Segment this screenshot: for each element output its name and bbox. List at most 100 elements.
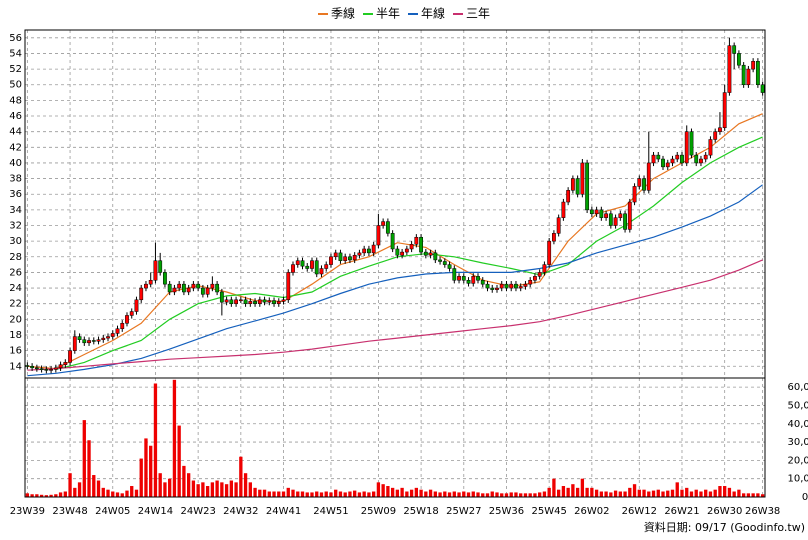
volume-bar xyxy=(272,491,276,497)
volume-bar xyxy=(585,487,589,497)
candle-body xyxy=(243,299,248,304)
candle-body xyxy=(362,248,367,254)
volume-bar xyxy=(547,487,551,497)
volume-bar xyxy=(642,489,646,497)
candle-body xyxy=(163,272,167,285)
volume-bar xyxy=(381,484,385,497)
candle-body xyxy=(566,190,571,203)
volume-bar xyxy=(462,491,466,497)
candle-body xyxy=(77,336,82,340)
volume-tick-label: 20,000 xyxy=(788,455,808,466)
candle-body xyxy=(234,299,239,304)
volume-bar xyxy=(538,492,542,497)
candle-body xyxy=(737,53,741,66)
volume-bar xyxy=(500,493,504,497)
volume-bar xyxy=(594,489,599,497)
ma-line xyxy=(27,184,763,377)
volume-bar xyxy=(82,420,86,497)
candle-body xyxy=(200,287,205,295)
volume-bar xyxy=(58,492,63,497)
candle-body xyxy=(390,233,395,250)
volume-bar xyxy=(590,487,594,497)
volume-bar xyxy=(163,482,167,497)
volume-bar xyxy=(395,489,400,497)
y-tick-label: 32 xyxy=(9,221,22,232)
volume-bar xyxy=(618,491,622,497)
candle-body xyxy=(589,209,594,215)
x-tick-label: 24W51 xyxy=(313,506,348,517)
volume-bar xyxy=(471,491,475,497)
volume-bar xyxy=(424,491,428,497)
y-tick-label: 52 xyxy=(9,64,22,75)
volume-bar xyxy=(300,491,305,497)
candle-body xyxy=(703,154,708,160)
candle-body xyxy=(680,154,684,164)
y-tick-label: 42 xyxy=(9,142,22,153)
candle-body xyxy=(533,276,537,281)
candle-body xyxy=(618,213,623,218)
candle-body xyxy=(713,131,718,140)
volume-bar xyxy=(405,491,409,497)
candle-body xyxy=(291,264,295,273)
volume-bar xyxy=(443,491,447,497)
candle-body xyxy=(722,92,727,129)
candle-body xyxy=(68,350,72,363)
candle-body xyxy=(205,287,210,295)
volume-bar xyxy=(182,465,186,497)
x-tick-label: 26W02 xyxy=(574,506,609,517)
candle-body xyxy=(177,283,182,289)
x-tick-label: 24W23 xyxy=(180,506,215,517)
y-tick-label: 14 xyxy=(9,361,22,372)
candle-body xyxy=(148,279,153,285)
candle-body xyxy=(25,365,30,367)
candle-body xyxy=(433,252,438,261)
candle-body xyxy=(651,154,656,164)
candle-body xyxy=(514,283,518,289)
volume-bar xyxy=(248,482,252,497)
volume-bar xyxy=(694,489,698,497)
volume-bar xyxy=(741,493,746,497)
volume-bar xyxy=(447,492,452,497)
candle-body xyxy=(381,221,386,226)
candle-body xyxy=(305,265,310,269)
candle-body xyxy=(537,272,542,277)
volume-bar xyxy=(291,489,295,497)
volume-bar xyxy=(106,489,110,497)
candle-body xyxy=(751,61,756,70)
volume-bar xyxy=(334,489,338,497)
candle-body xyxy=(129,311,134,316)
candle-body xyxy=(115,328,120,334)
volume-bar xyxy=(158,473,162,497)
volume-bar xyxy=(139,458,143,497)
candle-body xyxy=(153,260,158,281)
candle-body xyxy=(39,368,44,370)
volume-bar xyxy=(485,493,490,497)
volume-bar xyxy=(357,492,362,497)
volume-bar xyxy=(613,490,618,497)
candle-body xyxy=(314,260,319,275)
volume-bar xyxy=(566,487,570,497)
candle-body xyxy=(476,276,480,281)
volume-bar xyxy=(96,480,101,497)
candle-body xyxy=(414,236,419,245)
volume-bar xyxy=(329,492,333,497)
y-tick-label: 40 xyxy=(9,158,22,169)
x-tick-label: 26W12 xyxy=(622,506,657,517)
candle-body xyxy=(106,336,110,339)
volume-bar xyxy=(125,490,129,497)
candle-body xyxy=(504,283,509,289)
volume-bar xyxy=(737,489,741,497)
candle-body xyxy=(404,248,409,253)
candle-body xyxy=(238,299,243,302)
volume-bar xyxy=(201,482,205,497)
volume-bar xyxy=(704,489,708,497)
volume-bar xyxy=(77,482,82,497)
candle-body xyxy=(575,178,580,195)
candle-body xyxy=(110,333,115,337)
candle-body xyxy=(656,154,661,160)
candle-body xyxy=(34,367,39,370)
volume-bar xyxy=(575,487,580,497)
volume-bar xyxy=(111,491,115,497)
candle-body xyxy=(371,244,376,254)
